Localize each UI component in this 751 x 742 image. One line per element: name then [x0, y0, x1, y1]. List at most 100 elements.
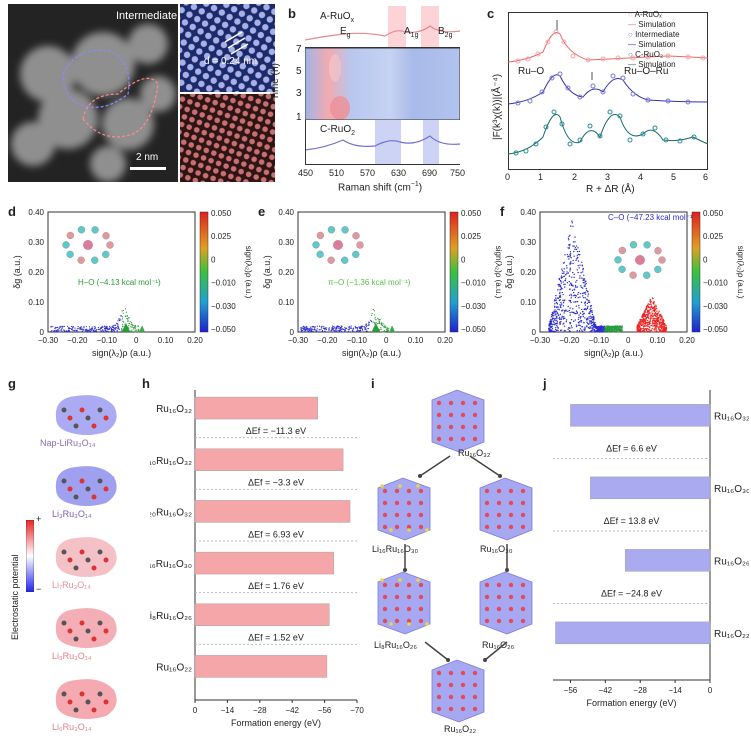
- panel-label-h: h: [142, 376, 150, 391]
- molecule-esp-surface: [55, 466, 117, 506]
- y-tick: 0.40: [278, 208, 294, 217]
- tem-image: [8, 4, 178, 182]
- arrow-head: [446, 658, 450, 662]
- y-axis-label: δg (a.u.): [262, 255, 272, 289]
- raman-x-tick-510: 510: [329, 168, 345, 178]
- x-tick: 0.10: [650, 336, 666, 345]
- panel-label-c: c: [487, 6, 495, 21]
- panel-label-e: e: [258, 204, 266, 219]
- colorbar-tick: 0.025: [703, 232, 724, 241]
- time-tick-3: 3: [296, 88, 302, 99]
- x-tick: −0.20: [67, 336, 88, 345]
- colorbar-tick: 0.050: [211, 209, 232, 218]
- bar: [194, 551, 335, 575]
- molecule-label: Li₆Ru₃O₁₄: [52, 722, 92, 732]
- transition-arrow: [424, 641, 449, 661]
- bar: [590, 476, 711, 500]
- y-tick: 0.30: [520, 238, 536, 247]
- mode-eg: Eg: [340, 26, 351, 39]
- hrtem-inset-fft: [180, 94, 275, 182]
- raman-x-tick-570: 570: [360, 168, 376, 178]
- crystal-structures: Ru₁₆O₃₂ Li₁₆Ru₁₆O₃₀ Ru₁₆O₃₀ Li₈Ru₁₆O₂₆ Ru₁₆O…: [372, 389, 533, 734]
- esp-plus: +: [36, 514, 42, 524]
- legend-item: ○ Intermediate: [628, 30, 680, 39]
- x-tick: −0.10: [347, 336, 368, 345]
- molecule-esp-surface: [55, 608, 117, 648]
- molecule-model: [614, 241, 666, 279]
- colorbar: [199, 211, 209, 333]
- raman-top-label: A-RuOx: [320, 11, 354, 24]
- y-tick: 0.20: [278, 268, 294, 277]
- x-tick-label: −28: [253, 706, 267, 715]
- bar-category-label: Ru₁₆O₂₂: [714, 629, 749, 640]
- plot-frame: [297, 211, 446, 333]
- raman-x-tick-630: 630: [391, 168, 407, 178]
- y-tick: 0.10: [278, 298, 294, 307]
- molecule-label: Li₉Ru₃O₁₄: [52, 651, 92, 661]
- crystal-structure: [377, 571, 431, 635]
- structure-label: Ru₁₆O₃₂: [458, 448, 491, 458]
- crystal-structure: [479, 477, 533, 541]
- structure-label: Ru₁₆O₂₂: [444, 724, 477, 734]
- crystal-structure: [431, 389, 485, 453]
- time-tick-1: 1: [296, 112, 302, 123]
- colorbar-tick: −0.050: [703, 325, 728, 334]
- colorbar-tick: 0: [703, 255, 708, 264]
- molecule-label: Nap-LiRu₃O₁₄: [40, 438, 96, 448]
- colorbar-tick: 0.025: [211, 232, 232, 241]
- delta-ef-annotation: ΔEf = 6.6 eV: [606, 444, 657, 454]
- x-tick-label: −56: [564, 686, 578, 695]
- x-tick: −0.30: [530, 336, 551, 345]
- x-axis-label: sign(λ₂)ρ (a.u.): [584, 348, 643, 358]
- structure-label: Ru₁₆O₂₆: [482, 640, 515, 650]
- raman-xlabel: Raman shift (cm−1): [338, 181, 423, 194]
- raman-time-heatmap: [305, 48, 460, 120]
- colorbar-tick: 0.025: [461, 232, 482, 241]
- transition-arrow: [484, 641, 508, 661]
- exafs-plot: [508, 12, 708, 170]
- formation-energy-chart-h: Ru₁₆O₃₂ Li₁₀Ru₁₆O₃₂ Li₂₀Ru₁₆O₃₂ Li₁₆Ru₁₆O₃₀…: [150, 390, 364, 728]
- delta-ef-annotation: ΔEf = 1.76 eV: [248, 581, 304, 591]
- colorbar-tick: −0.010: [703, 279, 728, 288]
- y-tick: 0: [290, 328, 295, 337]
- exafs-x-tick: 6: [703, 172, 709, 182]
- x-tick: 0.10: [158, 336, 174, 345]
- bar-category-label: Ru₁₆O₃₂: [156, 404, 192, 415]
- y-axis-label: δg (a.u.): [12, 255, 22, 289]
- raman-bottom-label: C-RuO2: [320, 124, 356, 137]
- exafs-ylabel: |F(k³χ(k))|(Å⁻⁴): [492, 73, 503, 140]
- hrtem-inset-lattice: [180, 4, 275, 92]
- x-tick: −0.20: [559, 336, 580, 345]
- colorbar-label: sign(λ₂)ρ (a.u.): [494, 246, 503, 299]
- x-tick: 0: [384, 336, 389, 345]
- raman-top-label-text: A-RuO: [320, 11, 351, 22]
- legend-item: — Simulation: [628, 40, 676, 49]
- plot-frame: [47, 211, 196, 333]
- crystal-structure: [479, 571, 533, 635]
- delta-ef-annotation: ΔEf = 13.8 eV: [604, 516, 660, 526]
- panel-label-d: d: [8, 204, 16, 219]
- delta-ef-annotation: ΔEf = 6.93 eV: [248, 529, 304, 539]
- delta-ef-annotation: ΔEf = −3.3 eV: [248, 478, 304, 488]
- x-tick: 0.20: [679, 336, 695, 345]
- x-tick-label: −56: [318, 706, 332, 715]
- bar: [194, 603, 330, 626]
- colorbar-label: sign(λ₂)ρ (a.u.): [244, 246, 253, 299]
- crystal-structure: [377, 477, 431, 541]
- x-tick-label: −28: [633, 686, 647, 695]
- raman-top-label-sub: x: [350, 17, 355, 24]
- bar: [555, 621, 711, 645]
- bar-category-label: Ru₁₆O₂₂: [156, 662, 192, 673]
- arrow-head: [498, 474, 502, 478]
- esp-minus: −: [36, 584, 42, 594]
- legend-item: ○ A-RuOₓ: [628, 10, 662, 19]
- x-tick: 0.20: [187, 336, 203, 345]
- x-tick: 0.10: [408, 336, 424, 345]
- molecule-label: Li₃Ru₃O₁₄: [52, 509, 92, 519]
- exafs-x-tick: 1: [538, 172, 544, 182]
- interaction-annotation: H–O (−4.13 kcal mol⁻¹): [78, 278, 161, 287]
- time-ylabel: Time (h): [270, 63, 281, 100]
- legend-item: — Simulation: [628, 20, 676, 29]
- colorbar-tick: 0.050: [461, 209, 482, 218]
- rdg-plot-f: 0.400.300.200.100−0.30 −0.20 −0.10 0 0.10 0.2…: [504, 208, 745, 358]
